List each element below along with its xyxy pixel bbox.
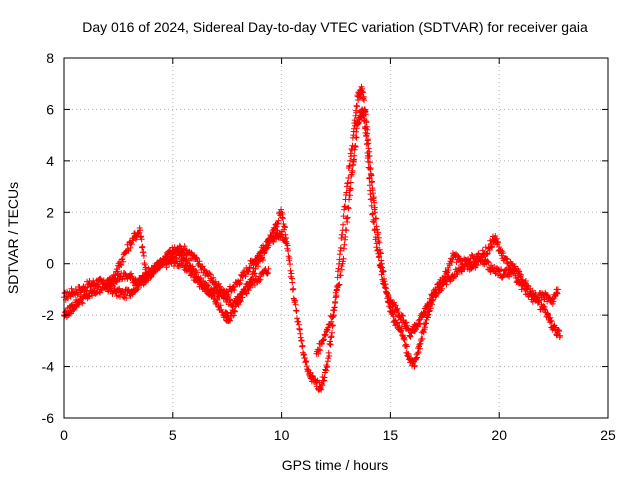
chart-title: Day 016 of 2024, Sidereal Day-to-day VTE… xyxy=(82,19,588,35)
y-tick-label: 0 xyxy=(46,256,54,272)
x-tick-label: 0 xyxy=(60,427,68,443)
x-tick-label: 20 xyxy=(491,427,507,443)
y-tick-label: 4 xyxy=(46,153,54,169)
y-tick-label: 8 xyxy=(46,50,54,66)
y-tick-label: -4 xyxy=(42,359,55,375)
y-tick-label: -2 xyxy=(42,307,55,323)
grid-lines xyxy=(64,58,608,418)
plot-frame xyxy=(63,57,609,419)
series-track-4 xyxy=(313,106,561,357)
y-tick-label: 2 xyxy=(46,204,54,220)
y-tick-label: 6 xyxy=(46,101,54,117)
x-tick-label: 5 xyxy=(169,427,177,443)
x-tick-label: 15 xyxy=(383,427,399,443)
data-points xyxy=(61,83,564,393)
x-tick-label: 10 xyxy=(274,427,290,443)
x-axis-label: GPS time / hours xyxy=(282,457,389,473)
y-axis-label: SDTVAR / TECUs xyxy=(5,182,21,294)
data-point-cloud xyxy=(314,107,561,357)
y-tick-label: -6 xyxy=(42,410,55,426)
x-tick-label: 25 xyxy=(600,427,616,443)
axis-ticks: 0 5 10 15 20 25 -6 -4 -2 0 2 4 6 8 xyxy=(42,50,616,443)
data-point xyxy=(261,250,268,257)
